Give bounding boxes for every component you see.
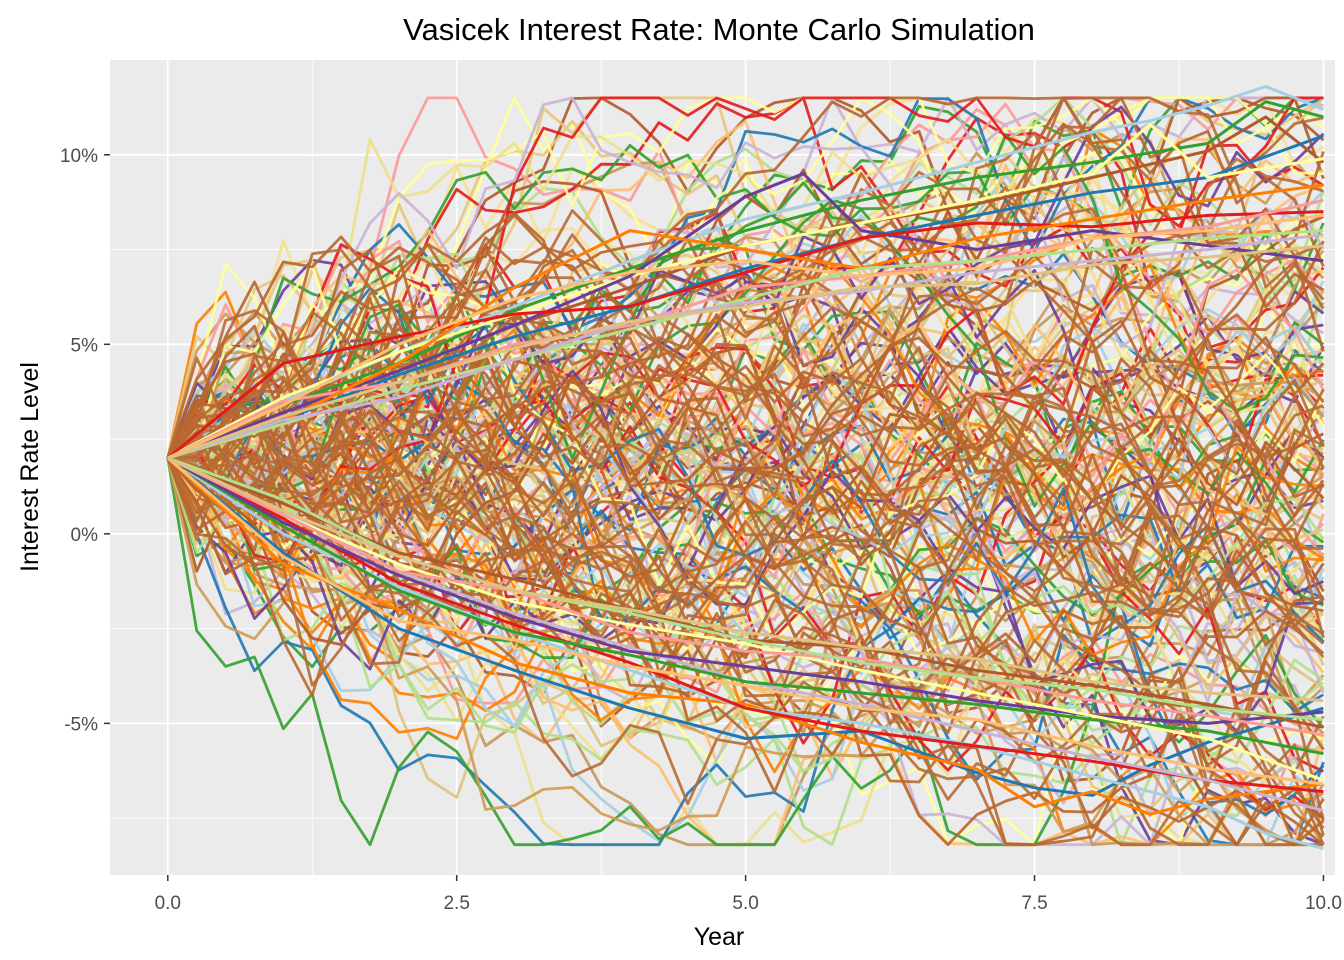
x-tick-label: 0.0: [155, 893, 181, 914]
simulation-path: [166, 423, 1325, 687]
series-line-5: [167, 172, 1324, 460]
series-line-12: [167, 244, 1324, 460]
simulation-path: [166, 235, 1325, 830]
simulation-path: [166, 280, 1325, 602]
simulation-path: [167, 96, 1325, 476]
y-tick-label: 5%: [71, 335, 99, 356]
y-tick-label: 10%: [60, 146, 98, 167]
y-tick-label: -5%: [64, 714, 98, 735]
series-line-24: [167, 456, 1324, 722]
simulation-paths: [166, 96, 1325, 847]
y-axis-title: Interest Rate Level: [16, 362, 44, 572]
simulation-path: [167, 96, 1324, 460]
series-line-11: [167, 232, 1324, 460]
series-line-1: [167, 100, 1324, 460]
series-line-15: [166, 456, 1324, 850]
series-line-4: [167, 122, 1324, 460]
simulation-path: [167, 275, 1324, 576]
series-line-25: [167, 456, 1324, 703]
simulation-path: [167, 443, 1325, 773]
series-line-23: [167, 456, 1324, 737]
simulation-path: [166, 96, 1325, 490]
simulation-path: [167, 376, 1325, 603]
simulation-path: [167, 341, 1325, 658]
simulation-path: [166, 357, 1324, 691]
series-line-9: [167, 213, 1324, 460]
simulation-path: [166, 96, 1325, 459]
series-lines: [166, 85, 1325, 850]
simulation-path: [166, 309, 1325, 775]
chart-title: Vasicek Interest Rate: Monte Carlo Simul…: [403, 12, 1035, 47]
x-tick-label: 10.0: [1305, 893, 1342, 914]
simulation-path: [167, 122, 1325, 493]
simulation-path: [166, 457, 1325, 847]
x-axis-ticks: 0.0 2.5 5.0 7.5 10.0: [155, 875, 1342, 914]
y-tick-label: 0%: [71, 525, 99, 546]
simulation-path: [166, 352, 1325, 847]
simulation-path: [166, 96, 1325, 459]
simulation-path: [166, 96, 1324, 497]
x-axis-title: Year: [694, 923, 745, 951]
series-line-8: [167, 183, 1324, 460]
simulation-path: [167, 144, 1325, 544]
simulation-path: [167, 264, 1325, 643]
simulation-path: [166, 248, 1325, 479]
series-line-6: [166, 210, 1324, 460]
series-line-10: [167, 229, 1324, 460]
simulation-path: [167, 411, 1324, 801]
simulation-path: [166, 397, 1325, 731]
simulation-path: [167, 120, 1324, 467]
simulation-path: [166, 384, 1325, 596]
x-tick-label: 5.0: [732, 893, 758, 914]
simulation-path: [166, 96, 1325, 581]
simulation-path: [166, 240, 1325, 638]
simulation-path: [166, 209, 1325, 846]
simulation-path: [167, 308, 1325, 602]
simulation-path: [167, 133, 1324, 502]
simulation-path: [166, 313, 1325, 543]
series-line-14: [166, 456, 1324, 816]
x-tick-label: 7.5: [1021, 893, 1047, 914]
series-line-20: [166, 456, 1324, 786]
x-tick-label: 2.5: [443, 893, 469, 914]
series-line-16: [167, 456, 1324, 794]
series-line-21: [167, 456, 1324, 782]
simulation-path: [167, 395, 1325, 847]
simulation-path: [166, 416, 1324, 736]
series-line-19: [167, 456, 1324, 725]
y-axis-ticks: -5% 0% 5% 10%: [60, 146, 110, 735]
simulation-path: [167, 430, 1325, 838]
simulation-path: [166, 297, 1324, 847]
simulation-path: [166, 254, 1325, 636]
